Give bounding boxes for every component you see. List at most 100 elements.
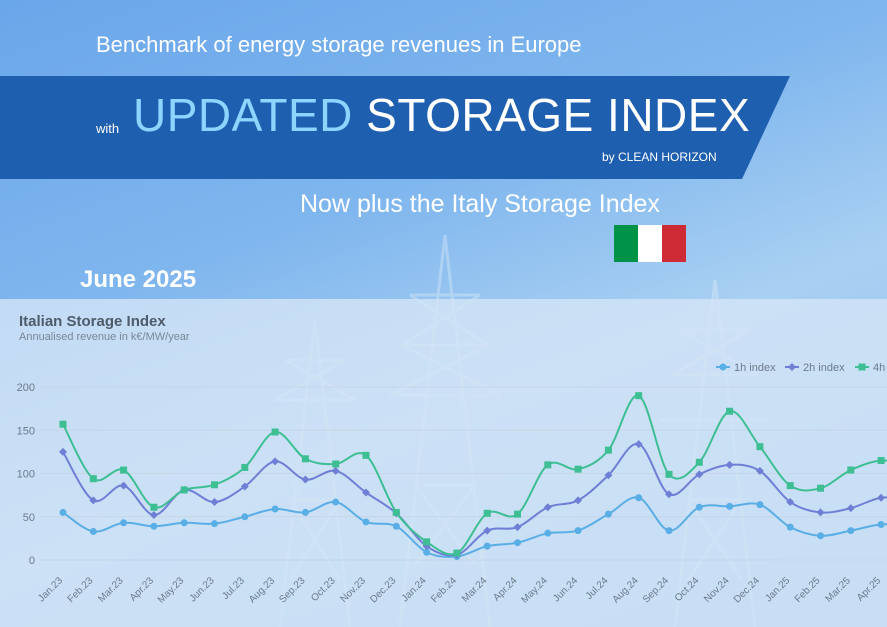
- data-point: [392, 522, 400, 530]
- data-point: [423, 538, 431, 546]
- x-tick-label: Jan.25: [763, 575, 792, 604]
- data-point: [211, 520, 218, 528]
- data-point: [59, 420, 67, 428]
- data-point: [301, 455, 309, 463]
- data-point: [362, 451, 370, 459]
- data-point: [604, 446, 612, 454]
- legend-marker: [788, 363, 796, 371]
- data-point: [149, 511, 158, 520]
- data-point: [301, 508, 309, 516]
- y-tick-label: 150: [17, 425, 35, 437]
- chart-panel: [0, 299, 887, 627]
- data-point: [483, 526, 492, 535]
- month-label: June 2025: [80, 266, 197, 293]
- data-point: [89, 527, 97, 535]
- x-tick-label: Mar.23: [96, 575, 126, 605]
- data-point: [786, 498, 795, 507]
- x-tick-label: Nov.24: [702, 575, 732, 605]
- data-point: [544, 529, 552, 537]
- data-point: [180, 519, 188, 527]
- subheading: Now plus the Italy Storage Index: [300, 190, 660, 218]
- data-point: [847, 466, 855, 474]
- y-tick-label: 50: [23, 512, 35, 524]
- legend-label: 4h: [873, 362, 885, 374]
- x-tick-label: Jan.23: [36, 575, 65, 604]
- data-point: [786, 523, 794, 531]
- data-point: [513, 523, 522, 532]
- x-tick-label: Jun.24: [551, 575, 580, 604]
- data-point: [695, 470, 704, 479]
- data-point: [665, 490, 673, 499]
- data-point: [544, 461, 552, 469]
- x-tick-label: Sep.23: [277, 575, 307, 605]
- data-point: [726, 407, 734, 415]
- data-point: [120, 466, 128, 474]
- x-tick-label: Oct.24: [673, 575, 702, 604]
- data-point: [756, 501, 764, 509]
- x-tick-label: Dec.24: [732, 575, 762, 605]
- data-point: [301, 475, 310, 484]
- data-point: [786, 482, 794, 490]
- byline: by CLEAN HORIZON: [602, 150, 717, 164]
- data-point: [332, 498, 340, 506]
- data-point: [331, 466, 340, 475]
- x-tick-label: Aug.23: [247, 575, 277, 605]
- x-tick-label: Apr.24: [491, 575, 520, 604]
- data-point: [240, 482, 249, 491]
- with-label: with: [96, 121, 120, 136]
- x-tick-label: Mar.25: [824, 575, 854, 605]
- data-point: [120, 519, 128, 527]
- data-point: [725, 460, 734, 469]
- y-tick-label: 200: [17, 382, 35, 394]
- x-tick-label: Jan.24: [400, 575, 429, 604]
- chart-title: Italian Storage Index: [19, 313, 166, 330]
- x-tick-label: May.24: [519, 575, 550, 606]
- data-point: [423, 548, 431, 556]
- data-point: [210, 498, 219, 507]
- y-tick-label: 0: [29, 555, 35, 567]
- data-point: [847, 527, 855, 535]
- data-point: [574, 465, 582, 473]
- legend-label: 1h index: [734, 362, 776, 374]
- flag-stripe-white: [638, 225, 662, 262]
- data-point: [695, 503, 703, 511]
- x-tick-label: Jul.24: [584, 575, 611, 602]
- data-point: [726, 502, 734, 510]
- data-point: [59, 508, 67, 516]
- x-tick-label: Dec.23: [368, 575, 398, 605]
- data-point: [634, 440, 643, 449]
- data-point: [756, 443, 764, 451]
- x-tick-label: Jun.23: [188, 575, 217, 604]
- data-point: [604, 471, 613, 480]
- x-tick-label: Sep.24: [641, 575, 671, 605]
- data-point: [332, 460, 340, 468]
- data-point: [392, 508, 400, 516]
- x-tick-label: Apr.23: [128, 575, 157, 604]
- data-point: [665, 527, 673, 535]
- data-point: [846, 504, 855, 513]
- data-point: [543, 503, 552, 512]
- headline: Benchmark of energy storage revenues in …: [96, 32, 582, 57]
- title-banner: [0, 76, 790, 179]
- line-chart: 0 50 100 150 200 Jan.23 Feb.23 Mar.23 Apr.23 May.…: [17, 362, 887, 606]
- data-point: [574, 496, 583, 505]
- data-point: [453, 549, 461, 557]
- x-tick-label: Feb.25: [793, 575, 823, 605]
- data-point: [877, 457, 885, 465]
- data-point: [271, 428, 279, 436]
- main-title: UPDATED STORAGE INDEX: [133, 88, 750, 142]
- data-point: [362, 488, 370, 497]
- chart-subtitle: Annualised revenue in k€/MW/year: [19, 331, 190, 343]
- series-line: [62, 443, 887, 557]
- italy-flag-icon: [614, 225, 686, 262]
- data-point: [604, 510, 612, 518]
- data-point: [817, 532, 824, 540]
- data-point: [755, 466, 764, 475]
- data-point: [241, 513, 249, 521]
- x-tick-label: Feb.23: [66, 575, 96, 605]
- data-point: [514, 539, 521, 547]
- title-rest: STORAGE INDEX: [366, 89, 751, 141]
- data-point: [119, 481, 128, 490]
- y-tick-label: 100: [17, 469, 35, 481]
